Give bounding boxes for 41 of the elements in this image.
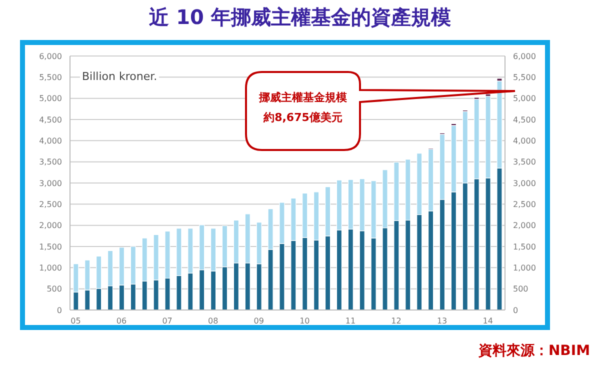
chart-title: 近 10 年挪威主權基金的資產規模 xyxy=(148,4,452,31)
y2-tick-label: 3,000 xyxy=(513,178,536,188)
y2-tick-label: 2,000 xyxy=(513,221,536,230)
y-tick-label: 1,000 xyxy=(39,264,62,273)
y2-tick-label: 2,500 xyxy=(513,200,536,210)
y-tick-label: 5,000 xyxy=(39,94,62,104)
y2-tick-label: 5,000 xyxy=(513,94,536,104)
y2-tick-label: 1,000 xyxy=(513,264,536,273)
x-tick-label: 11 xyxy=(345,316,356,326)
y-tick-label: 6,000 xyxy=(39,52,62,61)
y-tick-label: 2,500 xyxy=(39,200,62,210)
y-tick-label: 2,000 xyxy=(39,221,62,230)
y2-tick-label: 4,000 xyxy=(513,136,536,146)
y-tick-label: 500 xyxy=(46,284,62,294)
source-note: 資料來源：NBIM xyxy=(478,342,590,360)
y2-tick-label: 1,500 xyxy=(513,242,536,252)
x-tick-label: 06 xyxy=(116,316,127,326)
x-tick-label: 10 xyxy=(300,316,310,326)
x-tick-label: 13 xyxy=(436,316,448,326)
y2-tick-label: 4,500 xyxy=(513,115,536,124)
annotation: Billion kroner. xyxy=(80,70,160,83)
x-tick-label: 09 xyxy=(254,316,264,326)
annotation: 約8,675億美元 xyxy=(262,110,344,126)
x-tick-label: 08 xyxy=(208,316,218,326)
y2-tick-label: 500 xyxy=(513,284,528,294)
y2-tick-label: 6,000 xyxy=(513,52,536,61)
y2-tick-label: 3,500 xyxy=(513,158,536,167)
y-tick-label: 3,500 xyxy=(39,158,62,167)
x-tick-label: 14 xyxy=(482,316,493,326)
annotation: 挪威主權基金規模 xyxy=(258,90,348,106)
x-tick-label: 07 xyxy=(162,316,172,326)
x-tick-label: 05 xyxy=(70,316,81,326)
y-tick-label: 4,500 xyxy=(39,115,62,124)
y-tick-label: 1,500 xyxy=(39,242,62,252)
x-tick-label: 12 xyxy=(391,316,402,326)
y-tick-label: 0 xyxy=(56,306,62,315)
y2-tick-label: 5,500 xyxy=(513,73,536,82)
y-tick-label: 5,500 xyxy=(39,73,62,82)
y2-tick-label: 0 xyxy=(513,306,518,315)
y-tick-label: 3,000 xyxy=(39,178,62,188)
y-tick-label: 4,000 xyxy=(39,136,62,146)
